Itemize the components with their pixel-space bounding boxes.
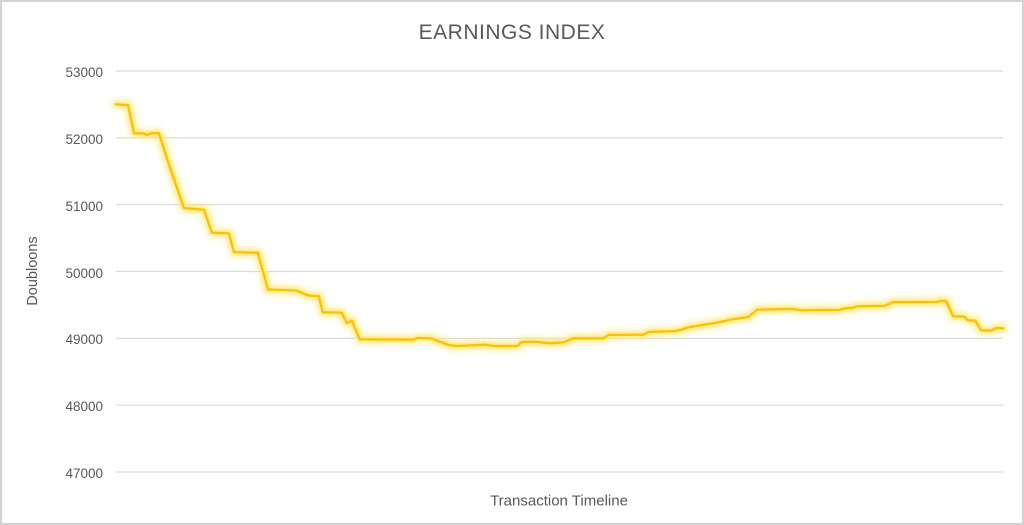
y-axis-tick-label: 50000 [65,265,103,281]
earnings-line [111,99,1008,351]
y-axis-tick-label: 52000 [65,132,103,148]
y-axis-tick-label: 53000 [65,65,103,81]
earnings-line-path [111,99,1008,351]
earnings-line-path [114,103,1005,348]
chart-title: EARNINGS INDEX [418,21,606,44]
y-axis-tick-label: 48000 [65,399,103,415]
x-axis-title: Transaction Timeline [490,492,628,510]
y-axis-tick-label: 51000 [65,198,103,214]
gridlines [116,70,1003,473]
y-axis-tick-label: 49000 [65,332,103,348]
y-axis-tick-label: 47000 [65,466,103,482]
